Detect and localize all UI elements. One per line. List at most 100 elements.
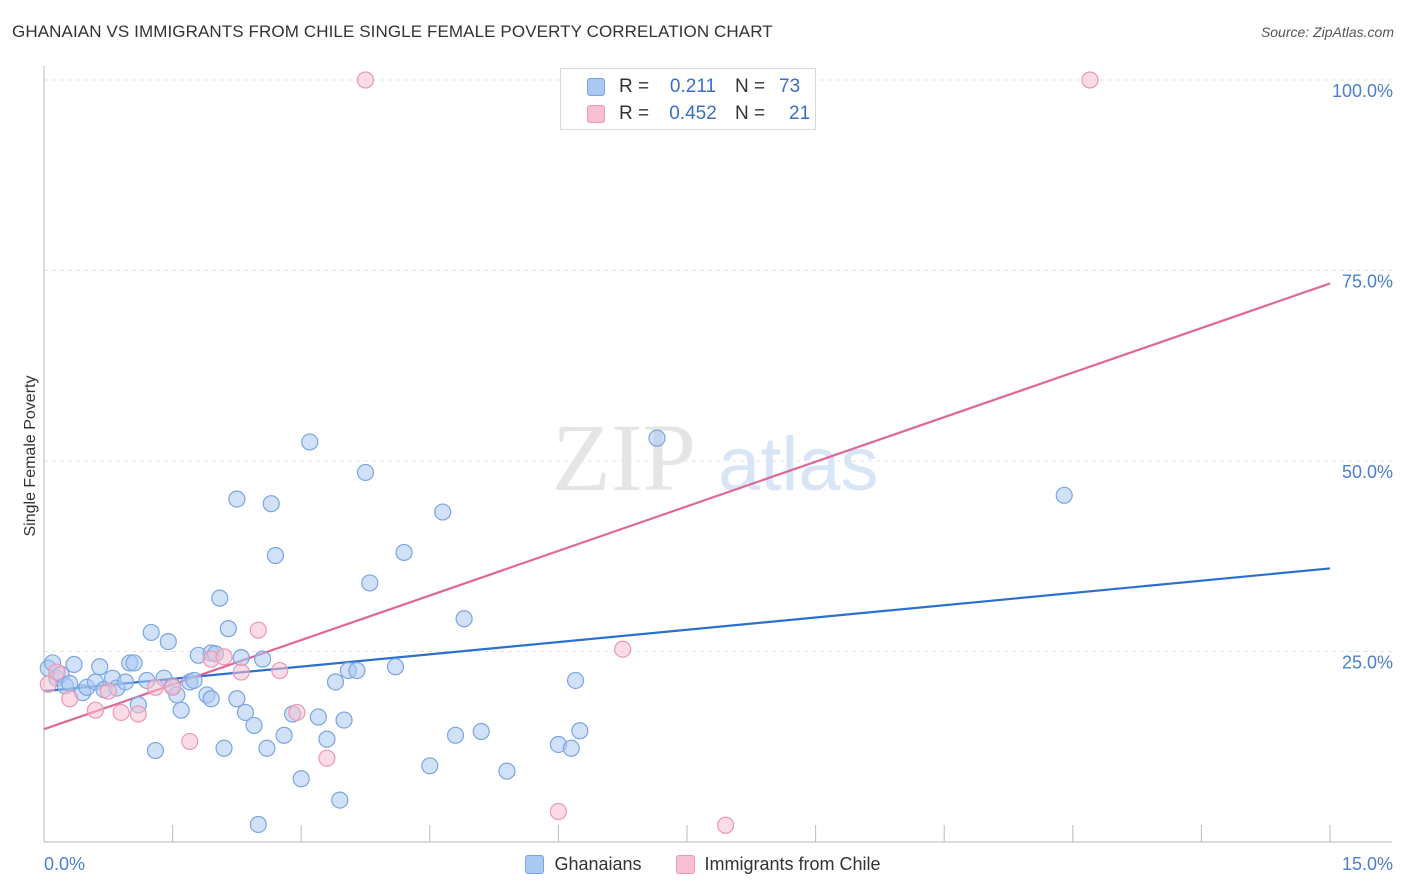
chile-point [215, 648, 233, 666]
ghanaian-point [571, 722, 589, 740]
n-value: 73 [779, 76, 801, 97]
chile-point [1081, 71, 1099, 89]
chile-point [356, 71, 375, 89]
chile-point [39, 675, 57, 693]
ghanaian-point [331, 791, 349, 809]
ghanaian-point [498, 762, 516, 780]
chile-point [99, 682, 117, 700]
ghanaian-point [318, 730, 336, 748]
tick-labels: 25.0% 50.0% 75.0% 100.0% 0.0% 15.0% [44, 81, 1393, 874]
ghanaian-point [566, 671, 585, 690]
ghanaian-point [326, 673, 345, 691]
ghanaians-trend-line [43, 567, 1331, 693]
ghanaians-swatch [587, 78, 605, 96]
grid-lines [44, 79, 1392, 652]
n-label: N = [735, 103, 766, 124]
ghanaian-point [395, 543, 413, 562]
legend-row-chile: R = 0.452 N = 21 [587, 102, 810, 126]
ghanaian-point [219, 620, 237, 638]
r-label: R = [619, 103, 650, 124]
ghanaian-point [249, 815, 267, 834]
legend-item-chile: Immigrants from Chile [675, 853, 881, 875]
y-tick-label: 50.0% [1342, 462, 1393, 482]
ghanaian-point [262, 495, 280, 513]
chile-point [232, 663, 250, 681]
chile-point [288, 703, 306, 722]
ghanaian-point [159, 632, 177, 651]
ghanaian-point [202, 690, 220, 708]
ghanaian-point [258, 739, 276, 757]
chile-point [716, 816, 735, 834]
chile-point [86, 701, 105, 719]
chile-point [61, 690, 79, 708]
ghanaian-point [1055, 486, 1073, 504]
ghanaian-point [215, 739, 233, 757]
y-axis-label: Single Female Poverty [22, 376, 39, 537]
chile-point [181, 732, 199, 751]
r-label: R = [619, 76, 650, 97]
ghanaian-point [386, 658, 405, 676]
source-label: Source: ZipAtlas.com [1260, 24, 1394, 40]
legend-label-ghanaians: Ghanaians [554, 853, 642, 874]
ghanaian-point [266, 546, 285, 565]
ghanaian-point [185, 671, 203, 690]
watermark-atlas: atlas [718, 422, 879, 507]
ghanaians-swatch [525, 854, 545, 874]
ghanaian-point [65, 655, 83, 674]
y-tick-label: 75.0% [1342, 272, 1393, 292]
ghanaian-point [292, 770, 310, 788]
ghanaian-point [562, 739, 580, 757]
chile-swatch [675, 854, 695, 874]
ghanaian-point [421, 757, 439, 775]
ghanaian-point [309, 708, 327, 726]
r-value: 0.211 [669, 76, 717, 97]
chile-point [129, 705, 147, 723]
chile-point [614, 640, 632, 658]
ghanaian-point [348, 661, 366, 680]
chile-point [271, 661, 289, 680]
ghanaian-point [91, 658, 109, 676]
ghanaian-point [146, 741, 165, 760]
r-value: 0.452 [669, 103, 717, 124]
ghanaian-point [245, 716, 263, 735]
chile-point [48, 663, 66, 681]
ghanaian-point [356, 463, 375, 482]
ghanaian-point [125, 654, 143, 672]
chile-point [164, 678, 182, 696]
legend-item-ghanaians: Ghanaians [525, 853, 642, 875]
ghanaian-point [472, 722, 490, 741]
chile-point [146, 678, 165, 696]
chile-point [549, 802, 568, 821]
y-tick-label: 100.0% [1332, 81, 1393, 101]
ghanaian-point [446, 726, 465, 744]
ghanaian-point [335, 711, 353, 729]
ghanaian-point [254, 650, 272, 668]
chile-point [249, 621, 267, 639]
chile-swatch [587, 105, 605, 123]
ghanaian-point [228, 490, 246, 508]
ghanaian-point [361, 574, 379, 592]
ghanaian-point [211, 589, 229, 607]
ghanaian-point [232, 648, 250, 667]
x-tick-label-max: 15.0% [1342, 854, 1393, 874]
watermark-zip: ZIP [552, 404, 696, 511]
ghanaian-point [301, 433, 319, 451]
data-points [39, 71, 1099, 834]
chart-title: GHANAIAN VS IMMIGRANTS FROM CHILE SINGLE… [12, 22, 773, 41]
series-legend: Ghanaians Immigrants from Chile [0, 850, 1406, 878]
n-label: N = [735, 76, 766, 97]
legend-label-chile: Immigrants from Chile [704, 853, 881, 874]
chile-point [318, 749, 336, 767]
ghanaian-point [275, 726, 293, 744]
n-value: 21 [789, 103, 811, 124]
axes [43, 66, 1392, 843]
ghanaian-point [455, 610, 473, 628]
y-tick-label: 25.0% [1342, 653, 1393, 673]
ghanaian-point [172, 701, 190, 719]
ghanaian-point [116, 673, 135, 691]
ghanaian-point [228, 690, 246, 708]
ghanaian-point [434, 503, 452, 521]
ghanaian-point [648, 429, 666, 447]
legend-row-ghanaians: R = 0.211 N = 73 [587, 75, 800, 99]
